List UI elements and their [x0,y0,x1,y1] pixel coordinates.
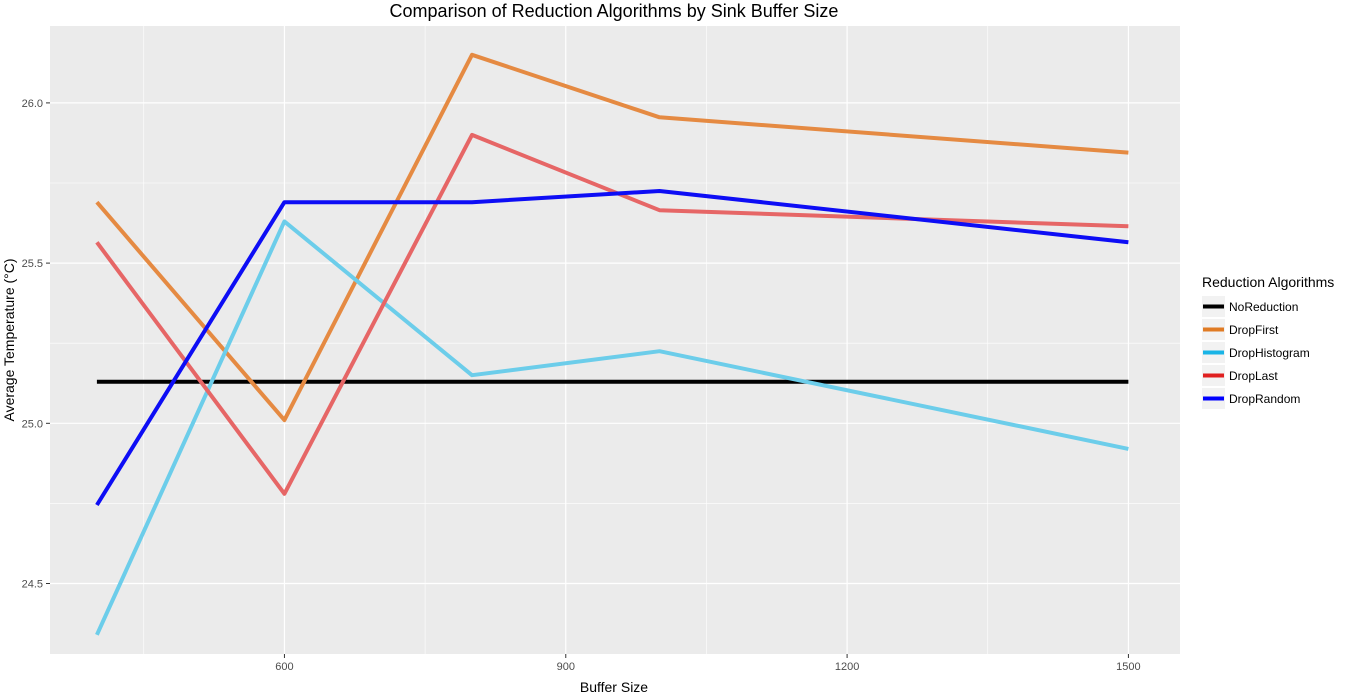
x-axis-title: Buffer Size [580,679,648,695]
minor-gridlines [50,26,1180,654]
legend-label: DropLast [1229,369,1278,383]
series-line-drophistogram [95,219,1129,636]
legend-item-droprandom: DropRandom [1202,388,1300,409]
legend-label: DropRandom [1229,392,1300,406]
chart-title: Comparison of Reduction Algorithms by Si… [390,1,839,21]
series-line-dropfirst [95,52,1129,423]
y-tick-label-2: 25.5 [22,258,43,270]
x-tick-label-3: 1500 [1116,661,1140,673]
series-line-droprandom [95,189,1129,507]
legend-item-droplast: DropLast [1202,365,1278,386]
series-line-droplast [95,132,1129,496]
legend-item-noreduction: NoReduction [1202,296,1298,317]
y-tick-label-3: 26.0 [22,98,43,110]
y-tick-label-1: 25.0 [22,418,43,430]
legend-item-drophistogram: DropHistogram [1202,342,1310,363]
y-tick-label-0: 24.5 [22,579,43,591]
legend-title: Reduction Algorithms [1202,274,1334,290]
x-tick-label-0: 600 [275,661,293,673]
legend-item-dropfirst: DropFirst [1202,319,1279,340]
y-axis-title: Average Temperature (°C) [1,258,17,421]
series-lines [95,52,1129,636]
plot-panel [50,26,1180,654]
legend-label: DropHistogram [1229,346,1310,360]
legend-label: DropFirst [1229,323,1279,337]
x-tick-label-1: 900 [557,661,575,673]
x-tick-label-2: 1200 [835,661,859,673]
legend: Reduction Algorithms NoReduction DropFirs… [1202,274,1334,409]
legend-label: NoReduction [1229,300,1298,314]
axes: 600 900 1200 1500 24.5 25.0 25.5 26.0 [22,98,1141,673]
